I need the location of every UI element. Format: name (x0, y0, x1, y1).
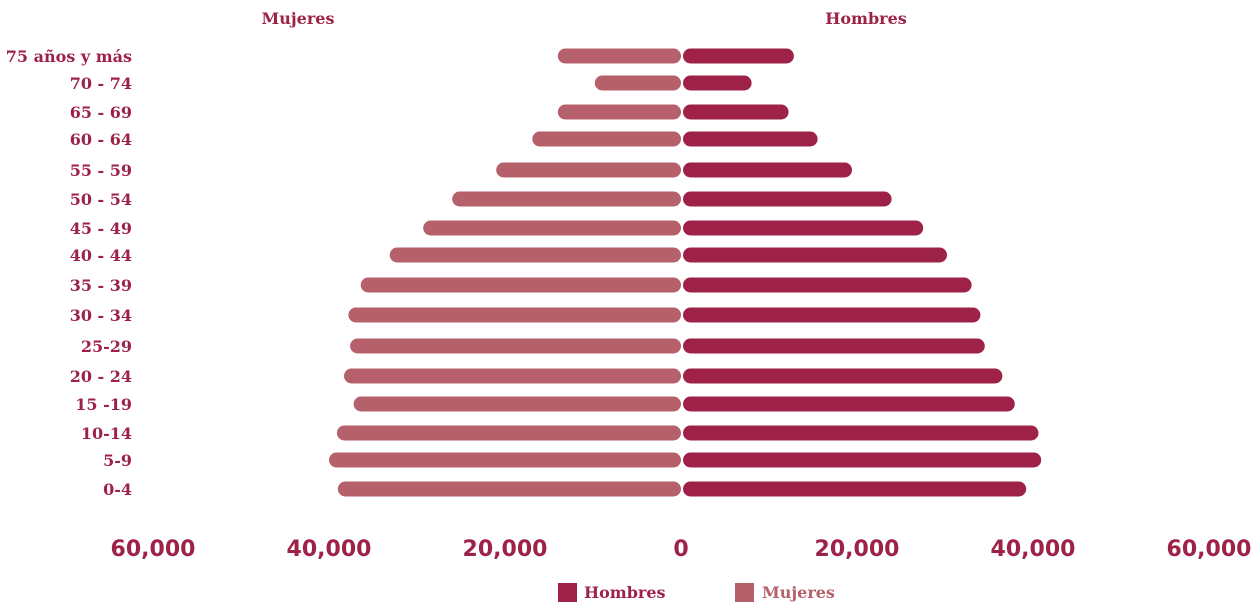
bar-mujeres-age-9 (348, 307, 681, 323)
legend: Hombres Mujeres (558, 583, 835, 602)
bar-hombres-age-10 (683, 338, 985, 354)
age-group-label: 45 - 49 (70, 219, 132, 238)
bar-hombres-age-4 (683, 162, 852, 178)
age-group-label: 10-14 (81, 424, 132, 443)
bar-mujeres-age-14 (329, 452, 681, 468)
bar-mujeres-age-0 (557, 48, 681, 64)
x-tick-label: 60,000 (1167, 537, 1251, 562)
bar-mujeres-age-4 (496, 162, 681, 178)
age-group-label: 20 - 24 (70, 367, 132, 386)
bar-mujeres-age-13 (336, 425, 681, 441)
age-group-label: 30 - 34 (70, 306, 132, 325)
bar-mujeres-age-8 (360, 277, 681, 293)
age-group-label: 15 -19 (75, 395, 132, 414)
bar-hombres-age-13 (683, 425, 1039, 441)
x-tick-label: 20,000 (463, 537, 548, 562)
age-group-label: 50 - 54 (70, 190, 132, 209)
hombres-side-title: Hombres (825, 9, 907, 28)
bar-mujeres-age-12 (353, 396, 681, 412)
bar-hombres-age-0 (683, 48, 794, 64)
bar-hombres-age-15 (683, 481, 1027, 497)
bar-hombres-age-5 (683, 191, 892, 207)
mujeres-bars (329, 48, 681, 497)
age-group-label: 60 - 64 (70, 130, 132, 149)
x-tick-label: 40,000 (287, 537, 372, 562)
bar-hombres-age-2 (683, 104, 789, 120)
x-tick-label: 60,000 (111, 537, 196, 562)
age-group-label: 5-9 (103, 451, 132, 470)
bar-mujeres-age-6 (423, 220, 681, 236)
age-group-label: 65 - 69 (70, 103, 132, 122)
bar-hombres-age-1 (683, 75, 752, 91)
bar-hombres-age-12 (683, 396, 1015, 412)
legend-swatch-hombres (558, 583, 577, 602)
x-tick-label: 0 (673, 537, 688, 562)
bar-mujeres-age-3 (532, 131, 681, 147)
bar-mujeres-age-5 (452, 191, 681, 207)
age-group-label: 55 - 59 (70, 161, 132, 180)
age-group-label: 35 - 39 (70, 276, 132, 295)
bar-mujeres-age-15 (337, 481, 681, 497)
age-group-label: 0-4 (103, 480, 132, 499)
bar-hombres-age-14 (683, 452, 1042, 468)
legend-label-hombres: Hombres (584, 583, 666, 602)
bar-mujeres-age-2 (557, 104, 681, 120)
bar-mujeres-age-1 (594, 75, 681, 91)
bar-hombres-age-6 (683, 220, 924, 236)
hombres-bars (683, 48, 1042, 497)
age-group-label: 25-29 (81, 337, 132, 356)
bar-hombres-age-11 (683, 368, 1003, 384)
age-group-label: 75 años y más (6, 47, 132, 66)
bar-hombres-age-9 (683, 307, 981, 323)
age-group-labels: 75 años y más 70 - 74 65 - 69 60 - 64 55 - 5… (6, 47, 132, 499)
bar-mujeres-age-10 (350, 338, 681, 354)
x-tick-label: 40,000 (991, 537, 1076, 562)
bar-hombres-age-7 (683, 247, 947, 263)
legend-label-mujeres: Mujeres (762, 583, 835, 602)
bar-mujeres-age-11 (344, 368, 681, 384)
legend-swatch-mujeres (735, 583, 754, 602)
bar-hombres-age-3 (683, 131, 818, 147)
bar-mujeres-age-7 (389, 247, 681, 263)
mujeres-side-title: Mujeres (262, 9, 335, 28)
age-group-label: 40 - 44 (70, 246, 132, 265)
x-axis-ticks: 60,000 40,000 20,000 0 20,000 40,000 60,000 (111, 537, 1251, 562)
age-group-label: 70 - 74 (70, 74, 132, 93)
x-tick-label: 20,000 (815, 537, 900, 562)
bar-hombres-age-8 (683, 277, 972, 293)
